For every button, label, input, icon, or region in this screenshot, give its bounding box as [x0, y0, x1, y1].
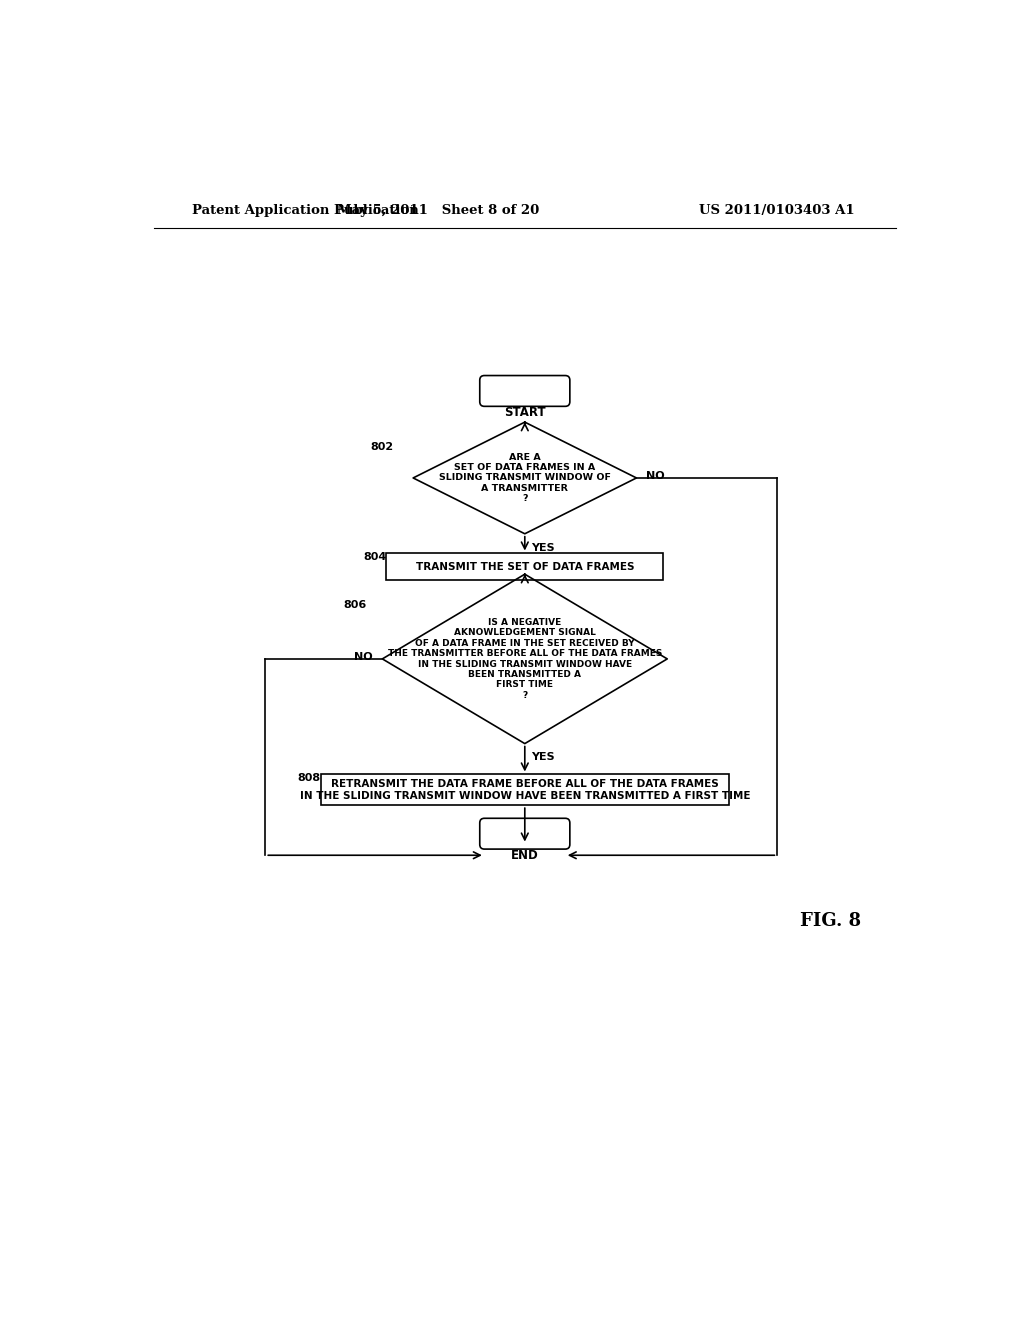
Text: ARE A
SET OF DATA FRAMES IN A
SLIDING TRANSMIT WINDOW OF
A TRANSMITTER
?: ARE A SET OF DATA FRAMES IN A SLIDING TR…	[439, 453, 610, 503]
Text: NO: NO	[354, 652, 373, 663]
Text: Patent Application Publication: Patent Application Publication	[193, 205, 419, 218]
Polygon shape	[382, 574, 668, 743]
Text: YES: YES	[531, 752, 555, 763]
FancyBboxPatch shape	[480, 376, 569, 407]
Text: 804: 804	[364, 552, 386, 562]
Text: 808: 808	[298, 774, 321, 783]
Bar	[321, 775, 729, 805]
Text: FIG. 8: FIG. 8	[801, 912, 861, 929]
Text: May 5, 2011   Sheet 8 of 20: May 5, 2011 Sheet 8 of 20	[338, 205, 540, 218]
FancyBboxPatch shape	[480, 818, 569, 849]
Polygon shape	[413, 422, 637, 533]
Text: TRANSMIT THE SET OF DATA FRAMES: TRANSMIT THE SET OF DATA FRAMES	[416, 561, 634, 572]
Text: RETRANSMIT THE DATA FRAME BEFORE ALL OF THE DATA FRAMES
IN THE SLIDING TRANSMIT : RETRANSMIT THE DATA FRAME BEFORE ALL OF …	[300, 779, 750, 801]
Text: END: END	[511, 849, 539, 862]
Text: 802: 802	[371, 442, 394, 453]
Bar	[386, 553, 664, 579]
Text: IS A NEGATIVE
AKNOWLEDGEMENT SIGNAL
OF A DATA FRAME IN THE SET RECEIVED BY
THE T: IS A NEGATIVE AKNOWLEDGEMENT SIGNAL OF A…	[388, 618, 662, 700]
Text: NO: NO	[646, 471, 665, 482]
Text: 806: 806	[344, 601, 367, 610]
Text: YES: YES	[531, 543, 555, 553]
Text: US 2011/0103403 A1: US 2011/0103403 A1	[698, 205, 854, 218]
Text: START: START	[504, 407, 546, 418]
